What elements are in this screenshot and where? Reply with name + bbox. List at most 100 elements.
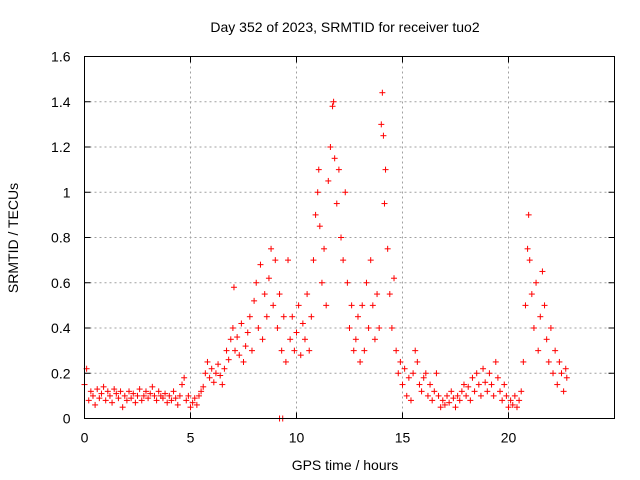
data-point: [255, 325, 262, 331]
data-point: [365, 325, 372, 331]
data-point: [136, 386, 143, 393]
data-point: [115, 395, 122, 402]
data-point: [333, 200, 340, 207]
data-point: [285, 257, 292, 264]
data-point: [446, 399, 453, 406]
data-point: [507, 397, 514, 404]
data-point: [181, 374, 188, 381]
data-point: [306, 347, 313, 354]
data-point: [238, 320, 245, 327]
data-point: [416, 381, 423, 388]
data-point: [128, 395, 135, 402]
data-point: [208, 365, 215, 372]
x-axis-label: GPS time / hours: [292, 457, 399, 473]
data-point: [367, 257, 374, 264]
data-point: [227, 336, 234, 343]
data-point: [497, 388, 504, 395]
data-point: [509, 401, 516, 408]
data-point: [431, 388, 438, 395]
y-tick-label: 0.6: [51, 275, 71, 291]
data-point: [293, 329, 300, 336]
data-point: [433, 370, 440, 377]
data-point: [272, 257, 279, 264]
data-point: [295, 302, 302, 309]
data-point: [477, 392, 484, 399]
data-point: [316, 223, 323, 230]
data-point: [187, 404, 194, 411]
data-point: [280, 313, 287, 320]
data-point: [287, 336, 294, 343]
data-point: [550, 370, 557, 377]
data-point: [206, 374, 213, 381]
data-point: [297, 352, 304, 359]
data-point: [164, 399, 171, 406]
data-point: [458, 388, 465, 395]
data-point: [414, 358, 421, 365]
data-point: [560, 388, 567, 395]
data-point: [552, 347, 559, 354]
x-tick-label: 20: [501, 430, 517, 446]
data-point: [499, 397, 506, 404]
data-point: [170, 388, 177, 395]
data-point: [482, 379, 489, 386]
data-point: [147, 390, 154, 397]
y-tick-label: 1.6: [51, 49, 71, 65]
data-point: [344, 279, 351, 286]
data-point: [407, 397, 414, 404]
data-point: [289, 313, 296, 320]
data-point: [310, 257, 317, 264]
data-point: [221, 365, 228, 372]
data-point: [113, 390, 120, 397]
data-point: [89, 392, 96, 399]
data-point: [244, 329, 251, 336]
data-point: [340, 257, 347, 264]
data-point: [435, 392, 442, 399]
x-tick-label: 10: [289, 430, 305, 446]
data-point: [380, 132, 387, 139]
data-point: [354, 313, 361, 320]
data-point: [291, 347, 298, 354]
data-point: [460, 381, 467, 388]
data-point: [253, 279, 260, 286]
data-point: [401, 365, 408, 372]
data-point: [202, 370, 209, 377]
data-point: [422, 370, 429, 377]
data-point: [85, 397, 92, 404]
data-point: [454, 392, 461, 399]
data-point: [563, 374, 570, 381]
data-point: [488, 381, 495, 388]
data-point: [386, 291, 393, 298]
data-point: [174, 401, 181, 408]
data-point: [376, 325, 383, 331]
data-point: [312, 211, 319, 218]
data-point: [315, 166, 322, 173]
data-point: [525, 211, 532, 218]
data-point: [526, 257, 533, 264]
data-point: [183, 397, 190, 404]
data-point: [530, 325, 537, 331]
data-point: [134, 392, 141, 399]
data-point: [159, 395, 166, 402]
data-point: [369, 302, 376, 309]
data-point: [346, 325, 353, 331]
data-point: [323, 302, 330, 309]
data-point: [117, 388, 124, 395]
data-point: [325, 177, 332, 184]
data-point: [490, 392, 497, 399]
data-point: [111, 386, 118, 393]
x-tick-label: 0: [81, 430, 89, 446]
data-point: [263, 313, 270, 320]
data-point: [437, 404, 444, 411]
data-point: [217, 372, 224, 379]
data-point: [109, 399, 116, 406]
data-point: [486, 370, 493, 377]
data-point: [327, 144, 334, 150]
data-point: [391, 275, 398, 282]
x-tick-label: 15: [395, 430, 411, 446]
data-point: [371, 336, 378, 343]
data-point: [246, 313, 253, 320]
data-point: [420, 374, 427, 381]
data-point: [350, 347, 357, 354]
data-point: [102, 397, 109, 404]
